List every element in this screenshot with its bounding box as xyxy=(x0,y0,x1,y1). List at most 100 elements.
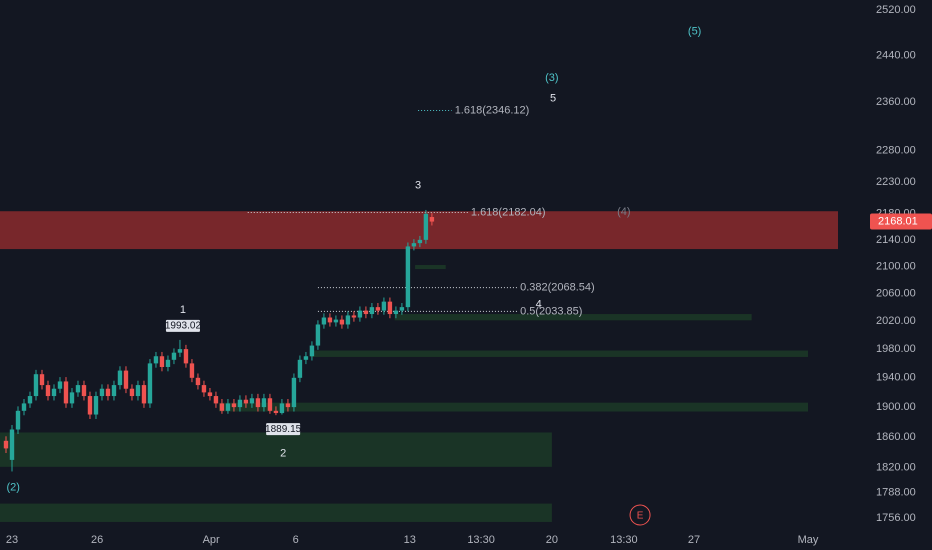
candle-body xyxy=(189,363,195,378)
candle-body xyxy=(171,352,177,360)
candle-body xyxy=(111,385,117,397)
candle-body xyxy=(153,356,159,364)
y-tick-label: 1788.00 xyxy=(876,486,916,498)
x-tick-label: 20 xyxy=(546,534,558,546)
candle-body xyxy=(333,319,339,323)
candle-body xyxy=(261,398,267,408)
candle-body xyxy=(57,381,63,389)
candle-body xyxy=(417,239,423,244)
candle-body xyxy=(405,246,411,308)
candle-body xyxy=(117,370,123,386)
event-label: E xyxy=(637,511,644,522)
zone xyxy=(0,211,839,250)
y-tick-label: 2440.00 xyxy=(876,49,916,61)
candle-body xyxy=(423,213,429,240)
candle-body xyxy=(147,363,153,404)
candle-body xyxy=(99,388,105,397)
last-price-label: 2168.01 xyxy=(878,215,918,227)
candle-body xyxy=(123,370,129,389)
candle-body xyxy=(429,217,435,222)
candle-body xyxy=(309,345,315,357)
candle-body xyxy=(393,310,399,315)
candle-body xyxy=(75,385,81,393)
candle-body xyxy=(195,377,201,386)
candle-body xyxy=(87,396,93,415)
candle-body xyxy=(165,359,171,367)
candle-body xyxy=(159,356,165,367)
candle-body xyxy=(363,310,369,315)
y-tick-label: 2360.00 xyxy=(876,96,916,108)
wave-label: (3) xyxy=(545,72,558,84)
y-tick-label: 2100.00 xyxy=(876,260,916,272)
candle-body xyxy=(183,349,189,364)
candle-body xyxy=(219,403,225,411)
candle-body xyxy=(225,403,231,411)
candle-body xyxy=(93,396,99,415)
zone xyxy=(415,265,446,270)
candle-body xyxy=(213,396,219,404)
candle-body xyxy=(297,359,303,378)
candle-body xyxy=(315,324,321,346)
candle-body xyxy=(249,398,255,404)
candle-body xyxy=(231,403,237,408)
candle-body xyxy=(33,374,39,397)
y-tick-label: 2060.00 xyxy=(876,287,916,299)
callout-label: 1993.02 xyxy=(165,321,202,332)
y-tick-label: 2520.00 xyxy=(876,4,916,16)
candle-body xyxy=(45,385,51,397)
zone xyxy=(218,402,809,412)
wave-label: 4 xyxy=(536,298,542,310)
candle-body xyxy=(15,410,21,430)
candle-body xyxy=(243,399,249,404)
wave-label: (5) xyxy=(688,25,701,37)
candle-body xyxy=(255,398,261,408)
x-tick-label: May xyxy=(798,534,819,546)
candle-body xyxy=(411,243,417,247)
candle-body xyxy=(357,310,363,318)
candle-body xyxy=(291,377,297,408)
callout-box xyxy=(165,319,200,332)
candle-body xyxy=(381,301,387,311)
wave-label: (2) xyxy=(6,482,19,494)
candle-body xyxy=(351,315,357,318)
x-tick-label: 27 xyxy=(688,534,700,546)
candle-body xyxy=(207,392,213,397)
candle-body xyxy=(369,307,375,315)
wave-label: 3 xyxy=(415,180,421,192)
zone xyxy=(0,432,552,467)
fib-label: 0.382(2068.54) xyxy=(520,282,595,294)
candle-body xyxy=(69,392,75,404)
x-tick-label: 23 xyxy=(6,534,18,546)
x-tick-label: 13 xyxy=(404,534,416,546)
candle-body xyxy=(387,301,393,315)
x-tick-label: 26 xyxy=(91,534,103,546)
y-tick-label: 1980.00 xyxy=(876,343,916,355)
candle-body xyxy=(339,319,345,325)
event-marker xyxy=(629,504,651,526)
wave-label: 1 xyxy=(180,304,186,316)
zone xyxy=(394,314,752,321)
x-tick-label: 6 xyxy=(293,534,299,546)
candle-body xyxy=(135,385,141,397)
candle-body xyxy=(237,399,243,408)
candle-body xyxy=(273,410,279,414)
candle-body xyxy=(51,388,57,397)
candle-body xyxy=(321,317,327,325)
x-tick-label: Apr xyxy=(203,534,220,546)
y-tick-label: 1860.00 xyxy=(876,431,916,443)
y-tick-label: 2230.00 xyxy=(876,176,916,188)
wave-label: (4) xyxy=(617,206,630,218)
fib-label: 1.618(2346.12) xyxy=(455,104,530,116)
candle-body xyxy=(267,398,273,411)
candle-body xyxy=(39,374,45,386)
last-price-tag xyxy=(870,213,932,230)
candle-body xyxy=(279,403,285,414)
candle-body xyxy=(141,385,147,404)
y-tick-label: 2280.00 xyxy=(876,145,916,157)
y-tick-label: 1940.00 xyxy=(876,372,916,384)
candle-body xyxy=(129,388,135,397)
fib-label: 0.5(2033.85) xyxy=(520,305,582,317)
callout-label: 1889.15 xyxy=(265,424,302,435)
candle-body xyxy=(327,317,333,323)
callout-box xyxy=(266,423,301,436)
